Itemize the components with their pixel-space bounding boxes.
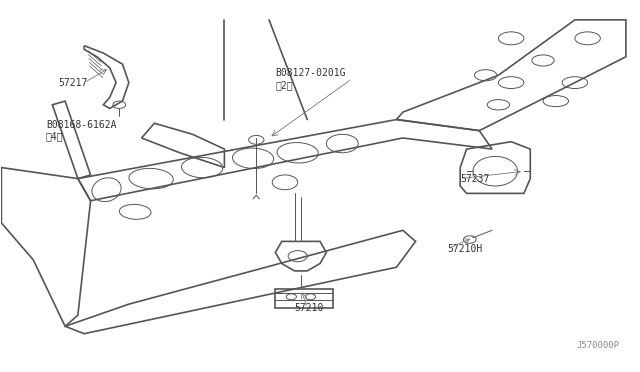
Text: 57217: 57217 — [59, 78, 88, 88]
Text: J570000P: J570000P — [577, 341, 620, 350]
Text: B08127-0201G
〈2）: B08127-0201G 〈2） — [275, 68, 346, 90]
Text: 57210: 57210 — [294, 303, 324, 313]
Text: 57237: 57237 — [460, 174, 490, 184]
Text: B08168-6162A
〈4）: B08168-6162A 〈4） — [46, 120, 116, 141]
Text: 57210H: 57210H — [447, 244, 483, 254]
